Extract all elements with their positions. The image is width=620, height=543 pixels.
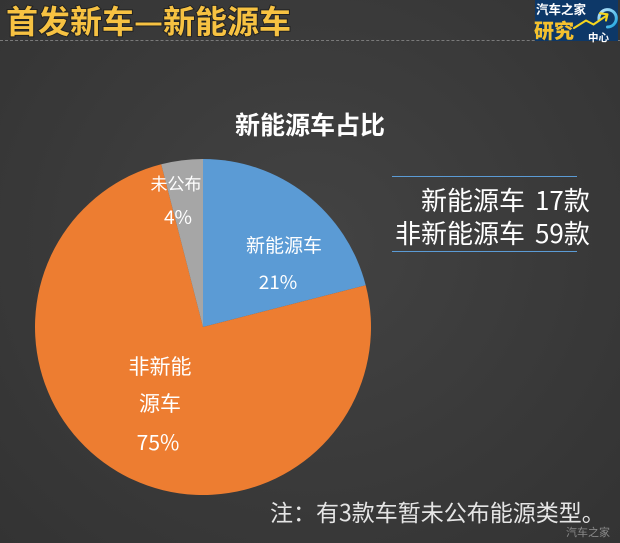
svg-text:新能源车: 新能源车 [246, 231, 322, 258]
svg-text:未公布: 未公布 [151, 170, 202, 195]
svg-text:21%: 21% [259, 268, 298, 295]
svg-text:非新能: 非新能 [129, 351, 192, 381]
svg-text:75%: 75% [137, 427, 180, 457]
svg-text:4%: 4% [164, 203, 192, 230]
svg-text:源车: 源车 [139, 388, 181, 418]
